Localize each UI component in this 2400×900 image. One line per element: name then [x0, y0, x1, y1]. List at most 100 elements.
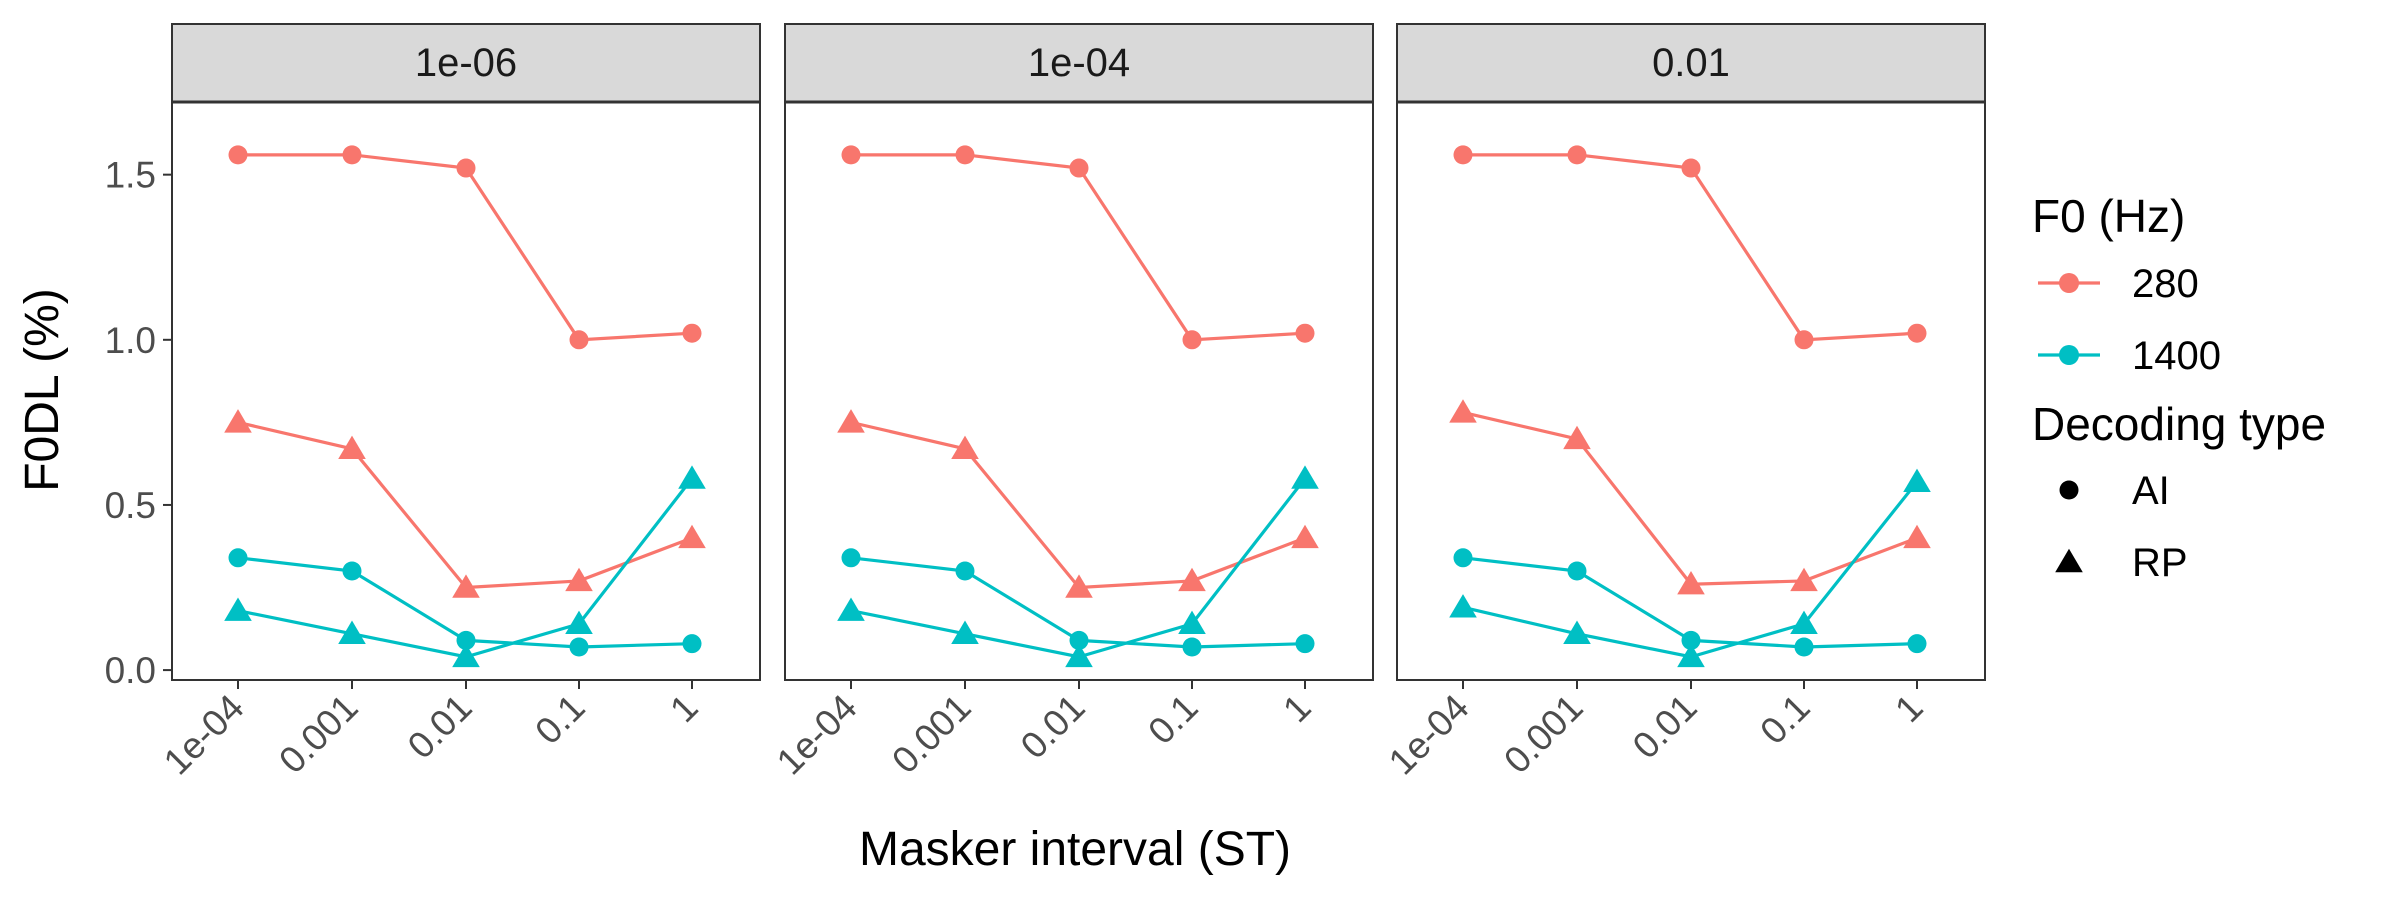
data-point-circle — [1907, 323, 1927, 343]
data-point-circle — [1453, 548, 1473, 568]
data-point-triangle — [1449, 399, 1477, 423]
data-point-circle — [1681, 158, 1701, 178]
data-point-triangle — [452, 643, 480, 668]
x-tick-label: 1e-04 — [1381, 687, 1477, 783]
x-tick-label: 0.1 — [1140, 687, 1205, 752]
data-point-triangle — [1790, 567, 1818, 592]
series-280-ai — [1453, 145, 1927, 350]
data-point-triangle — [1291, 465, 1319, 489]
data-point-triangle — [678, 465, 706, 489]
data-point-circle — [342, 145, 362, 165]
data-point-circle — [228, 145, 248, 165]
x-tick-label: 1 — [1887, 687, 1931, 731]
legend-key-circle — [2059, 345, 2079, 365]
legend-item-rp: RP — [2055, 541, 2188, 585]
data-point-circle — [1453, 145, 1473, 165]
x-tick-label: 0.001 — [1496, 687, 1590, 781]
data-point-circle — [955, 561, 975, 581]
x-tick-label: 0.1 — [527, 687, 592, 752]
data-point-triangle — [951, 435, 979, 459]
data-point-triangle — [1677, 643, 1705, 668]
x-tick-label: 1e-04 — [156, 687, 252, 783]
data-point-triangle — [678, 524, 706, 549]
legend-color-title: F0 (Hz) — [2032, 190, 2185, 242]
facet-strip — [171, 23, 761, 103]
x-tick-label: 1e-04 — [769, 687, 865, 783]
data-point-circle — [841, 145, 861, 165]
x-tick-label: 0.01 — [1625, 687, 1705, 767]
data-point-circle — [1794, 330, 1814, 350]
data-point-circle — [1907, 634, 1927, 654]
data-point-triangle — [837, 597, 865, 621]
data-point-circle — [456, 630, 476, 650]
data-point-triangle — [224, 597, 252, 621]
data-point-triangle — [1065, 643, 1093, 668]
facet-strip-label: 1e-04 — [1028, 41, 1130, 85]
data-point-circle — [1295, 323, 1315, 343]
data-point-triangle — [1449, 594, 1477, 618]
data-point-circle — [1681, 630, 1701, 650]
x-tick-label: 0.01 — [1013, 687, 1093, 767]
facet-panel-3: 0.01 1e-04 0.001 0.01 0.1 1 — [1381, 23, 1986, 783]
x-tick-label: 1 — [1275, 687, 1319, 731]
data-point-triangle — [565, 610, 593, 635]
y-tick-label: 0.0 — [105, 650, 156, 691]
data-point-triangle — [1291, 524, 1319, 549]
legend-item-label: RP — [2132, 541, 2188, 585]
data-point-circle — [682, 634, 702, 654]
series-280-ai — [841, 145, 1315, 350]
data-point-triangle — [1903, 468, 1931, 493]
data-point-triangle — [452, 574, 480, 598]
data-point-triangle — [338, 435, 366, 459]
series-280-ai — [228, 145, 702, 350]
data-point-triangle — [1065, 574, 1093, 598]
data-point-circle — [1794, 637, 1814, 657]
data-point-triangle — [338, 620, 366, 644]
data-point-triangle — [1563, 425, 1591, 450]
data-point-triangle — [1903, 524, 1931, 549]
data-point-triangle — [1563, 620, 1591, 644]
data-point-circle — [1069, 630, 1089, 650]
series-1400-rp — [1449, 468, 1931, 668]
data-point-circle — [228, 548, 248, 568]
data-point-circle — [569, 330, 589, 350]
data-point-circle — [1182, 637, 1202, 657]
data-point-circle — [1182, 330, 1202, 350]
legend-item-label: 280 — [2132, 262, 2199, 306]
series-280-rp — [837, 409, 1319, 598]
legend-item-280: 280 — [2038, 262, 2199, 306]
data-point-circle — [456, 158, 476, 178]
series-1400-ai — [228, 548, 702, 657]
data-point-triangle — [1790, 610, 1818, 635]
legend-item-label: AI — [2132, 469, 2170, 513]
y-tick-label: 1.5 — [105, 155, 156, 196]
y-tick-label: 0.5 — [105, 485, 156, 526]
legend-item-ai: AI — [2059, 469, 2170, 513]
data-point-circle — [1567, 561, 1587, 581]
series-1400-ai — [1453, 548, 1927, 657]
x-tick-label: 1 — [662, 687, 706, 731]
data-point-triangle — [1677, 571, 1705, 595]
y-tick-label: 1.0 — [105, 320, 156, 361]
legend: F0 (Hz) Decoding type 280 1400 AI RP — [2032, 190, 2326, 585]
legend-key-triangle — [2055, 548, 2083, 573]
data-point-circle — [1069, 158, 1089, 178]
facet-strip-label: 0.01 — [1652, 41, 1730, 85]
series-280-rp — [224, 409, 706, 598]
facet-strip — [1396, 23, 1986, 103]
series-1400-rp — [837, 465, 1319, 668]
legend-shape-title: Decoding type — [2032, 398, 2326, 450]
x-tick-label: 0.001 — [884, 687, 978, 781]
data-point-circle — [682, 323, 702, 343]
data-point-triangle — [224, 409, 252, 433]
data-point-circle — [342, 561, 362, 581]
facet-strip — [784, 23, 1374, 103]
x-tick-label: 0.001 — [271, 687, 365, 781]
series-1400-ai — [841, 548, 1315, 657]
data-point-triangle — [565, 567, 593, 592]
legend-key-circle — [2059, 480, 2079, 500]
data-point-circle — [955, 145, 975, 165]
legend-key-circle — [2059, 273, 2079, 293]
data-point-circle — [569, 637, 589, 657]
